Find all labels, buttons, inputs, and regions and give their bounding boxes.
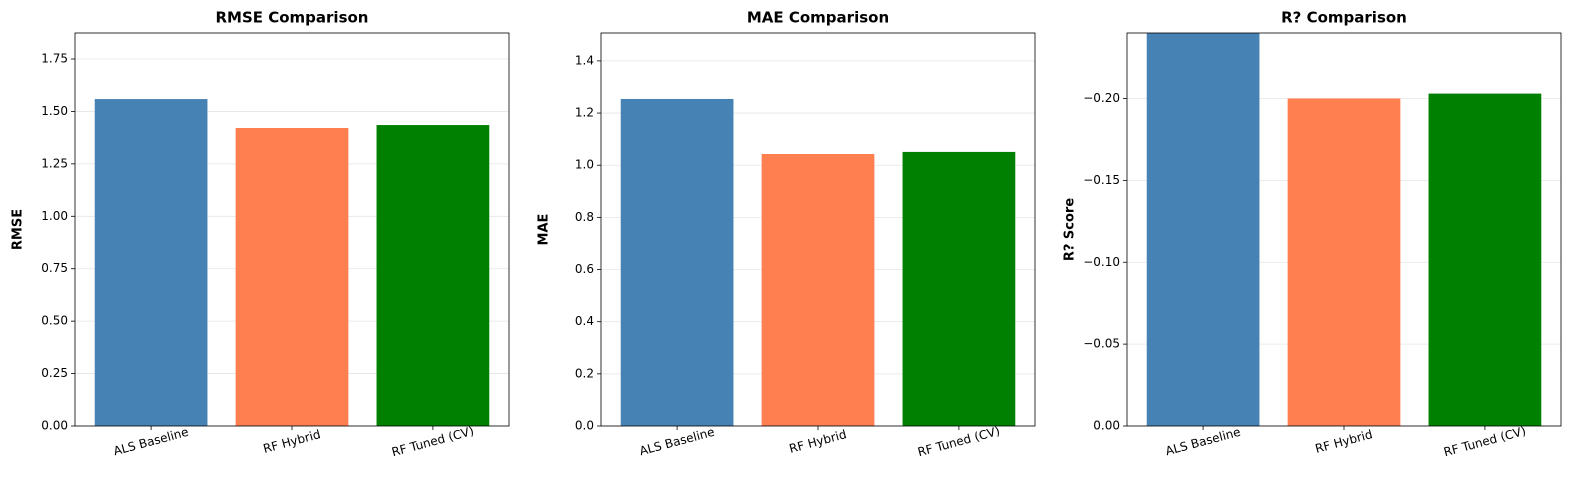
x-tick-label: RF Hybrid: [262, 427, 322, 456]
y-tick-label: 0.25: [41, 366, 68, 380]
bar: [902, 151, 1016, 426]
chart-title: RMSE Comparison: [215, 9, 368, 27]
y-tick-label: 0.00: [41, 419, 68, 433]
y-tick-label: 0.4: [575, 314, 594, 328]
bars: [1146, 33, 1542, 426]
y-tick-label: 1.00: [41, 209, 68, 223]
y-tick-label: 1.75: [41, 52, 68, 66]
bar: [761, 154, 875, 426]
y-tick-label: 1.0: [575, 158, 594, 172]
y-tick-label: 0.6: [575, 262, 594, 276]
y-axis-label: R? Score: [1063, 198, 1078, 261]
axes-frame: [1126, 32, 1562, 427]
bar: [1428, 93, 1542, 426]
bar: [1287, 98, 1401, 426]
y-tick-label: −0.20: [1083, 91, 1120, 105]
y-tick-label: 1.2: [575, 106, 594, 120]
bar: [235, 127, 349, 426]
axes-frame: [74, 32, 510, 427]
bar: [94, 99, 208, 426]
bar: [376, 125, 490, 426]
bar: [1146, 33, 1260, 426]
x-tick-label: RF Hybrid: [1314, 427, 1374, 456]
chart-title: R? Comparison: [1281, 9, 1407, 27]
y-tick-label: 1.25: [41, 156, 68, 170]
y-tick-label: −0.05: [1083, 337, 1120, 351]
y-tick-label: 1.4: [575, 53, 594, 67]
bars: [620, 98, 1016, 426]
y-tick-label: 0.2: [575, 366, 594, 380]
y-tick-label: 1.50: [41, 104, 68, 118]
axes-frame: [600, 32, 1036, 427]
bar: [620, 98, 734, 426]
x-tick-label: RF Hybrid: [788, 427, 848, 456]
y-tick-label: −0.15: [1083, 173, 1120, 187]
y-tick-label: 0.50: [41, 314, 68, 328]
y-axis-label: RMSE: [11, 209, 26, 250]
y-tick-label: 0.8: [575, 210, 594, 224]
y-tick-label: −0.10: [1083, 255, 1120, 269]
chart-title: MAE Comparison: [747, 9, 889, 27]
y-tick-label: 0.75: [41, 261, 68, 275]
bars: [94, 99, 490, 426]
y-tick-label: 0.00: [1093, 419, 1120, 433]
y-tick-label: 0.0: [575, 419, 594, 433]
y-axis-label: MAE: [537, 214, 552, 246]
